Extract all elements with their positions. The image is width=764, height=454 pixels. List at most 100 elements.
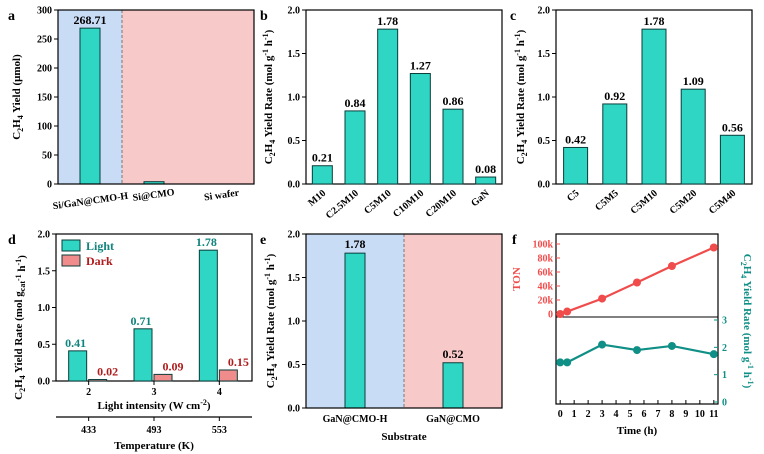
point-rate [633,346,641,355]
bottom-y-axis-label-part: H [741,266,753,275]
x-tick-label: C5M40 [707,188,738,217]
bar-light-3 [133,328,153,382]
y-tick-label: 0.5 [288,136,301,147]
x-axis-label-part: Light intensity (W cm [97,400,200,412]
bar-C5M20 [680,88,706,185]
panel-label-b: b [260,9,268,24]
x-tick-label: 2 [586,409,591,420]
x-tick-label: C5M10 [362,188,393,217]
data-label: 0.84 [345,96,366,110]
point-ton [598,294,607,303]
data-label: 1.78 [345,237,366,251]
y-tick-label: 1.0 [538,93,551,104]
y-tick-label: 1.0 [288,317,301,328]
x-tick-label: 11 [709,409,718,420]
bar-C20M10 [442,108,464,185]
y-axis-label-part: 2 [16,128,25,132]
bottom-y-tick-label: 0 [722,398,727,409]
plot-frame [555,233,719,405]
y-axis-label-part: C [13,392,25,400]
top-y-tick-label: 0 [548,310,553,321]
x-axis-label: Light intensity (W cm-2) [97,398,210,412]
y-axis-label-part: ) [263,29,275,33]
y-axis-label-part: -1 [513,49,522,56]
bar-dark-2 [88,379,108,382]
legend-swatch-light [61,239,81,252]
point-ton [709,243,718,252]
data-label: 1.78 [377,14,398,28]
x-tick-label: 7 [655,409,660,420]
y-axis-label-part: -1 [513,33,522,40]
y-tick-label: 0.5 [538,136,551,147]
bottom-y-axis-label-part: -1 [746,378,755,385]
panel-a: a 268.71 Si/GaN@CMO-H Si@CMO Si wafer 0 50 100 1… [8,6,255,212]
legend-label-dark: Dark [86,254,113,268]
x-tick-label: 10 [695,409,705,420]
y-tick-label: 0.0 [538,180,551,191]
bar-GaN@CMO [442,362,464,409]
x-tick-label: 3 [152,387,157,398]
y-tick-label: 200 [37,64,52,75]
data-label: 0.92 [604,89,625,103]
data-label: 0.52 [443,347,464,361]
y-axis-label-part: C [265,380,277,388]
x-axis-label: Time (h) [617,425,658,437]
legend-swatch-dark [61,254,81,267]
y-axis-label-part: H [515,143,527,152]
y-tick-label: 1.5 [538,49,551,60]
panel-d: d0.410.0220.710.0931.780.154LightDark0.0… [8,230,253,452]
y-axis-label-part: 4 [268,140,277,144]
y-tick-label: 2.0 [288,230,301,241]
y-axis-label-part: -1 [14,259,23,266]
bottom-y-axis-label-part: 2 [739,262,748,266]
x-tick-label: 2 [86,387,91,398]
y-tick-label: 50 [42,151,52,162]
y-tick-label: 150 [37,93,52,104]
panel-label-d: d [8,233,16,248]
data-label: 0.42 [565,132,586,146]
y-tick-label: 2.0 [538,6,551,17]
y-axis-label-part: Yield Rate (mol g [265,279,277,364]
plot-frame [305,9,503,185]
panel-label-a: a [8,9,15,24]
y-axis-label: C2H4 Yield Rate (mol g-1 h-1) [513,29,529,164]
x-axis-label-part: -2 [200,398,207,407]
panel-label-f: f [512,233,517,248]
y-tick-label: 2.0 [288,6,301,17]
y-axis-label-part: cat [18,281,27,292]
y-tick-label: 1.0 [288,93,301,104]
secondary-x-tick-label: 553 [212,425,227,436]
y-axis-label-part: H [265,367,277,376]
y-axis-label-part: h [265,264,277,273]
x-tick-label: GaN@CMO [426,414,480,425]
data-label: 1.27 [410,59,431,73]
bar-light-4 [198,249,218,382]
bar-C2.5M10 [344,110,366,185]
y-axis-label: C2H4 Yield Rate (mol g-1 h-1) [261,29,277,164]
top-y-tick-label: 80k [537,254,553,265]
panel-label-e: e [260,233,266,248]
data-label: 1.09 [683,74,704,88]
bottom-y-axis-label-part: h [741,369,753,378]
x-tick-label: Si@CMO [132,187,175,204]
data-label: 0.21 [312,151,333,165]
x-tick-label: 3 [600,409,605,420]
y-axis-label-part: C [515,156,527,164]
y-axis-label-part: H [13,379,25,388]
y-tick-label: 100 [37,122,52,133]
point-rate [667,341,676,350]
bar-dark-3 [153,373,173,382]
y-axis-label-part: ) [515,29,527,33]
x-tick-label: C5M10 [629,188,660,217]
y-tick-label: 1.0 [38,303,51,314]
secondary-x-tick-label: 433 [81,425,96,436]
region-bg-pink [122,10,254,184]
y-axis-label-part: -1 [263,273,272,280]
data-label: 0.09 [163,359,184,373]
data-label: 0.02 [97,365,118,379]
bar-C5M40 [719,134,745,185]
y-axis-label-part: 4 [270,364,279,368]
point-ton [633,278,641,287]
secondary-x-axis-label: Temperature (K) [114,440,194,452]
